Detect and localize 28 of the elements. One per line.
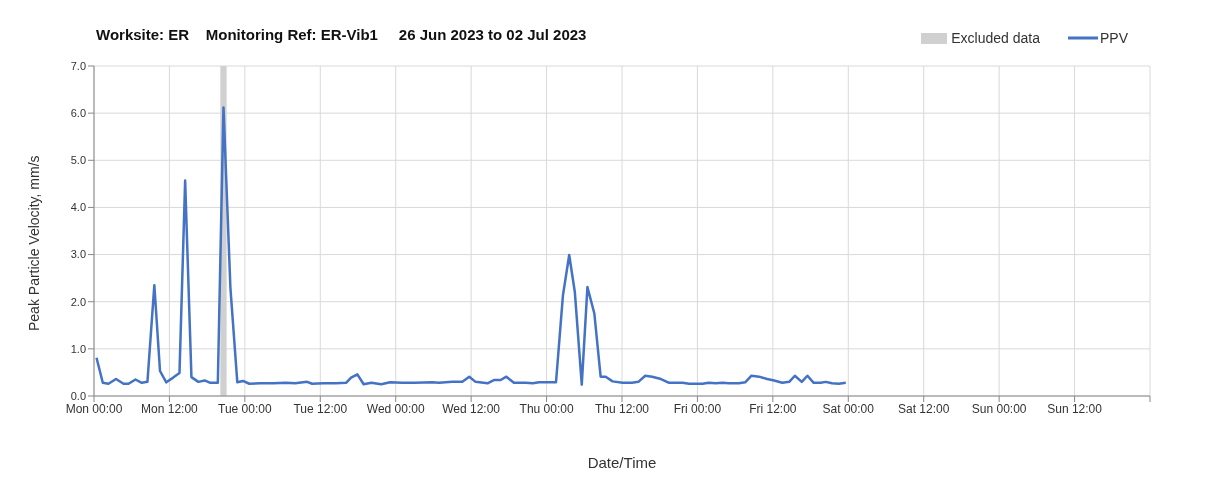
chart-title: Worksite: ER Monitoring Ref: ER-Vib1 26 Jun 2023 to 02 Jul 2023 <box>96 26 587 43</box>
x-tick-label: Wed 00:00 <box>366 401 425 416</box>
x-tick-label: Sat 00:00 <box>822 401 875 416</box>
y-tick-label: 5.0 <box>70 154 86 167</box>
x-axis-title: Date/Time <box>587 454 657 471</box>
legend-label: Excluded data <box>950 30 1040 46</box>
x-tick-label: Fri 00:00 <box>673 401 722 416</box>
y-tick-label: 3.0 <box>70 248 86 261</box>
x-tick-label: Mon 12:00 <box>141 401 199 416</box>
y-tick-label: 2.0 <box>70 295 86 308</box>
x-tick-label: Tue 12:00 <box>293 401 348 416</box>
y-axis-title: Peak Particle Velocity, mm/s <box>25 155 42 331</box>
y-tick-label: 0.0 <box>70 389 86 402</box>
x-tick-label: Sat 12:00 <box>898 401 950 416</box>
x-tick-label: Thu 00:00 <box>519 401 574 416</box>
legend-label: PPV <box>1099 30 1128 46</box>
y-tick-label: 7.0 <box>70 59 86 72</box>
x-tick-label: Sun 00:00 <box>971 401 1027 416</box>
x-tick-label: Wed 12:00 <box>442 401 501 416</box>
x-tick-label: Sun 12:00 <box>1047 401 1103 416</box>
y-tick-label: 4.0 <box>70 201 86 214</box>
x-tick-label: Fri 12:00 <box>749 401 797 416</box>
x-tick-label: Tue 00:00 <box>218 401 272 416</box>
x-tick-label: Thu 12:00 <box>594 401 650 416</box>
line-series <box>95 106 848 386</box>
y-tick-label: 1.0 <box>70 342 86 355</box>
y-tick-label: 6.0 <box>70 107 86 120</box>
x-tick-label: Mon 00:00 <box>65 401 123 416</box>
